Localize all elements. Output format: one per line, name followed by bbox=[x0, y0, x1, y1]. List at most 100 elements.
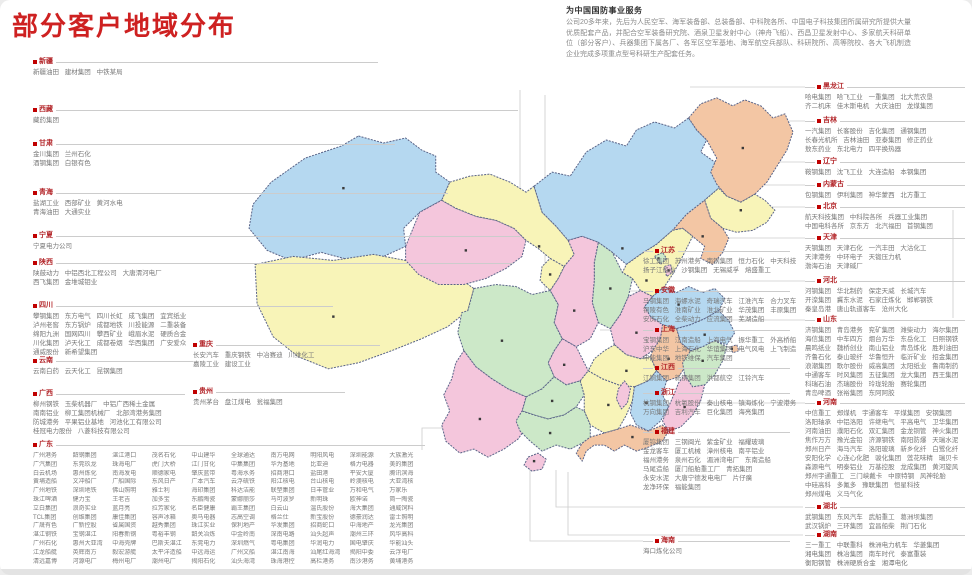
bullet-icon bbox=[655, 328, 659, 332]
region-block-sichuan: 四川 攀钢集团 东方电气 四川长虹 成飞集团 宜宾纸业 泸州老窖 东方锅炉 成都地铁… bbox=[33, 302, 333, 357]
customer-line: 江铜集团 新钢集团 洪都航空 江铃汽车 bbox=[643, 375, 765, 382]
city-marker bbox=[500, 339, 504, 342]
region-block-chongqing: 重庆 长安汽车 重庆钢铁 中冶赛迪 川维化工 嘉陵工业 建设工业 bbox=[193, 341, 380, 369]
customer-cell: 毅宏游艇 bbox=[112, 549, 137, 556]
city-marker bbox=[701, 359, 704, 362]
bullet-icon bbox=[817, 236, 821, 240]
region-label-guangdong: 广东 bbox=[39, 441, 53, 448]
customer-cell: 深圳燃气 bbox=[230, 540, 255, 547]
customer-cell: 华润电力 bbox=[310, 540, 335, 547]
region-block-hainan: 海南 海口炼化公司 bbox=[643, 537, 790, 556]
city-marker bbox=[631, 435, 634, 439]
leader-rule bbox=[678, 392, 790, 394]
customer-cell: 雷士照明 bbox=[389, 514, 414, 521]
page-title: 部分客户地域分布 bbox=[12, 11, 237, 41]
leader-rule bbox=[805, 237, 815, 239]
customer-cell: 惠州大亚湾 bbox=[72, 540, 103, 547]
customer-line: 永安水泥 大唐宁德发电电厂 片仔癀 bbox=[643, 475, 753, 482]
leader-rule bbox=[56, 305, 333, 307]
region-label-heilongjiang: 黑龙江 bbox=[823, 83, 844, 90]
city-marker bbox=[548, 273, 552, 276]
leader-rule bbox=[643, 250, 653, 252]
province-zhejiang bbox=[682, 340, 728, 388]
customer-list: 鞍钢集团 沈飞工业 大连造船 本钢集团 bbox=[805, 168, 965, 177]
region-label-xinjiang: 新疆 bbox=[39, 58, 53, 65]
customer-cell: 东莞电力 bbox=[191, 540, 216, 547]
customer-line: 开滦集团 冀东水泥 石家庄炼化 邯郸钢铁 bbox=[805, 297, 933, 304]
customer-cell: 深南电路 bbox=[270, 532, 295, 539]
customer-line: 厦钨集团 三钢闽光 紫金矿业 福耀玻璃 bbox=[643, 439, 765, 446]
region-label-jilin: 吉林 bbox=[823, 117, 837, 124]
customer-cell: 文冲船厂 bbox=[72, 479, 97, 486]
customer-cell: 江龙船艇 bbox=[33, 549, 58, 556]
customer-line: 扬子江船业 沙钢集团 无锡威孚 熔盛重工 bbox=[643, 267, 771, 274]
customer-line: 哈电集团 哈飞工业 一重集团 北大荒农垦 bbox=[805, 94, 933, 101]
customer-cell: 通威饲料 bbox=[389, 505, 414, 512]
customer-line: 酒钢集团 白银有色 bbox=[33, 160, 91, 167]
customer-line: 长安汽车 重庆钢铁 中冶赛迪 川维化工 bbox=[193, 352, 315, 359]
customer-list: 一汽集团 长客股份 吉化集团 通钢集团 长春光机所 吉林油田 亚泰集团 修正药业敖… bbox=[805, 127, 965, 154]
customer-line: 通威股份 新希望集团 bbox=[33, 349, 98, 356]
leader-rule bbox=[840, 506, 965, 508]
leader-rule bbox=[56, 143, 395, 145]
leader-rule bbox=[840, 120, 965, 122]
leader-rule bbox=[840, 206, 965, 208]
city-marker bbox=[730, 347, 733, 350]
customer-cell: 格力电器 bbox=[349, 461, 374, 468]
customer-line: 西飞集团 金堆城钼业 bbox=[33, 279, 98, 286]
customer-cell: 万和电气 bbox=[349, 488, 374, 495]
customer-list: 盐湖工业 西部矿业 黄河水电 青海油田 大通实业 bbox=[33, 199, 448, 217]
customer-cell: 广汽集团 bbox=[33, 461, 58, 468]
customer-cell: 湛江南海 bbox=[270, 549, 295, 556]
customer-cell: 名臣健康 bbox=[191, 505, 216, 512]
city-marker bbox=[739, 209, 743, 212]
customer-line: 科瑞石油 杰瑞股份 玲珑轮胎 赛轮集团 bbox=[805, 381, 927, 388]
city-marker bbox=[635, 331, 638, 334]
customer-cell: 新宝股份 bbox=[310, 514, 335, 521]
customer-line: 攀钢集团 东方电气 四川长虹 成飞集团 宜宾纸业 bbox=[33, 313, 187, 320]
customer-cell: 蒙娜丽莎 bbox=[230, 496, 255, 503]
customer-cell: 平安大厦 bbox=[349, 470, 374, 477]
customer-cell: 奥马电器 bbox=[191, 514, 216, 521]
customer-cell: 韶钢集团 bbox=[72, 453, 97, 459]
city-marker bbox=[532, 459, 536, 463]
customer-cell: 茂名石化 bbox=[151, 453, 176, 459]
leader-rule bbox=[805, 120, 815, 122]
bullet-icon bbox=[33, 234, 37, 238]
customer-line: 贵州茅台 盘江煤电 瓮福集团 bbox=[193, 399, 283, 406]
region-block-xinjiang: 新疆 新疆油田 建材集团 中铁某局 bbox=[33, 58, 378, 77]
customer-line: 杭钢集团 杭氧股份 秦山核电 镇海炼化 宁波港务 bbox=[643, 400, 797, 407]
customer-line: 申能集团 地铁维保 汽车集团 bbox=[643, 355, 733, 362]
customer-cell: 虎门大桥 bbox=[151, 461, 176, 468]
customer-line: 森源电气 明泰铝业 万基控股 龙成集团 黄河旋风 bbox=[805, 464, 959, 471]
intro-paragraph: 为中国国防事业服务 公司20多年来，先后为人民空军、海军装备部、总装备部、中科院… bbox=[566, 5, 911, 60]
customer-cell: 汕头海湾 bbox=[230, 558, 255, 565]
city-marker bbox=[677, 303, 680, 306]
customer-cell: 揭阳中委 bbox=[349, 549, 374, 556]
customer-line: 长春光机所 吉林油田 亚泰集团 修正药业 bbox=[805, 137, 933, 144]
leader-rule bbox=[805, 506, 815, 508]
bullet-icon bbox=[817, 533, 821, 537]
customer-line: 桂冠电力股份 八菱科技有限公司 bbox=[33, 428, 130, 435]
customer-cell: 招商港口 bbox=[270, 470, 295, 477]
region-label-henan: 河南 bbox=[823, 399, 837, 406]
customer-cell: 潮州电厂 bbox=[151, 558, 176, 565]
customer-line: 海信集团 中车四方 烟台万华 东岳化工 日照钢铁 bbox=[805, 336, 959, 343]
bullet-icon bbox=[817, 85, 821, 89]
customer-list: 海口炼化公司 bbox=[643, 547, 790, 556]
customer-cell: 霸王集团 bbox=[230, 505, 255, 512]
customer-line: 盐湖工业 西部矿业 黄河水电 bbox=[33, 200, 123, 207]
leader-rule bbox=[805, 534, 815, 536]
region-block-jiangsu: 江苏 徐工集团 苏州港务 南钢集团 恒力石化 中天科技 扬子江船业 沙钢集团 无锡威… bbox=[643, 247, 796, 275]
customer-line: 晨鸣纸业 魏桥创业 南山铝业 青岛炼化 胜利油田 bbox=[805, 345, 959, 352]
city-marker bbox=[464, 249, 468, 252]
region-block-guangdong: 广东 bbox=[33, 441, 425, 449]
leader-rule bbox=[840, 402, 965, 404]
city-marker bbox=[342, 186, 345, 190]
customer-cell: 美的集团 bbox=[389, 461, 414, 468]
customer-cell: 广船国际 bbox=[112, 479, 137, 486]
region-label-qinghai: 青海 bbox=[39, 189, 53, 196]
region-label-guangxi: 广西 bbox=[39, 390, 53, 397]
customer-cell: 南方电网 bbox=[270, 453, 295, 459]
customer-cell: 深圳能源 bbox=[349, 453, 374, 459]
